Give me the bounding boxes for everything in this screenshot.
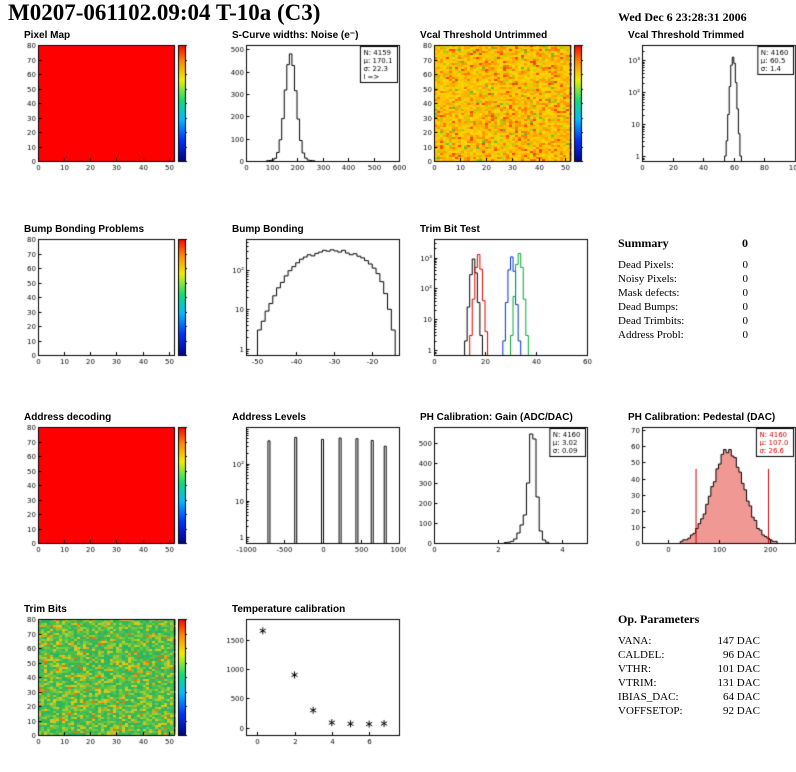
trim-bit-test-title: Trim Bit Test	[420, 224, 480, 235]
op-parameter-label: VOFFSETOP:	[618, 705, 683, 717]
bump-problems-panel: Bump Bonding Problems	[14, 224, 198, 368]
address-levels-panel: Address Levels	[222, 412, 406, 556]
summary-row-value: 0	[742, 287, 749, 299]
address-decoding-title: Address decoding	[24, 412, 112, 423]
summary-total: 0	[742, 236, 748, 250]
op-parameter-value: 101 DAC	[717, 663, 760, 675]
address-decoding-panel: Address decoding	[14, 412, 198, 556]
page-title: M0207-061102.09:04 T-10a (C3)	[8, 0, 321, 25]
pixel-map-title: Pixel Map	[24, 30, 71, 41]
summary-row-label: Dead Pixels:	[618, 259, 674, 271]
op-parameter-value: 147 DAC	[717, 635, 760, 647]
summary-row-value: 0	[742, 315, 749, 327]
vcal-untrimmed-chart	[410, 42, 594, 174]
op-parameter-label: CALDEL:	[618, 649, 665, 661]
op-parameter-row: VANA: 147 DAC	[618, 634, 760, 648]
summary-row-label: Dead Bumps:	[618, 301, 679, 313]
bump-bonding-chart	[222, 236, 406, 368]
summary-row: Address Probl: 0	[618, 328, 748, 342]
op-parameter-value: 92 DAC	[723, 705, 760, 717]
op-parameters-title: Op. Parameters	[618, 612, 700, 626]
vcal-untrimmed-panel: Vcal Threshold Untrimmed	[410, 30, 594, 174]
address-decoding-chart	[14, 424, 198, 556]
vcal-trimmed-panel: Vcal Threshold Trimmed	[618, 30, 796, 174]
vcal-untrimmed-title: Vcal Threshold Untrimmed	[420, 30, 548, 41]
trim-bit-test-panel: Trim Bit Test	[410, 224, 594, 368]
bump-problems-title: Bump Bonding Problems	[24, 224, 144, 235]
trim-bits-chart	[14, 616, 198, 748]
summary-row: Dead Bumps: 0	[618, 300, 748, 314]
temperature-calibration-title: Temperature calibration	[232, 604, 346, 615]
ph-pedestal-panel: PH Calibration: Pedestal (DAC)	[618, 412, 796, 556]
op-parameter-label: VTRIM:	[618, 677, 657, 689]
timestamp: Wed Dec 6 23:28:31 2006	[618, 10, 747, 24]
op-parameter-row: VTRIM: 131 DAC	[618, 676, 760, 690]
op-parameter-label: IBIAS_DAC:	[618, 691, 679, 703]
op-parameter-label: VANA:	[618, 635, 652, 647]
op-parameter-row: VTHR: 101 DAC	[618, 662, 760, 676]
summary-row: Dead Pixels: 0	[618, 258, 748, 272]
trim-bit-test-chart	[410, 236, 594, 368]
op-parameter-row: CALDEL: 96 DAC	[618, 648, 760, 662]
op-parameter-value: 96 DAC	[723, 649, 760, 661]
op-parameters-header: Op. Parameters	[618, 612, 760, 627]
summary-panel: Summary 0 Dead Pixels: 0 Noisy Pixels: 0…	[618, 236, 748, 342]
summary-row-label: Mask defects:	[618, 287, 680, 299]
ph-pedestal-chart	[618, 424, 796, 556]
summary-row-value: 0	[742, 273, 749, 285]
vcal-trimmed-title: Vcal Threshold Trimmed	[628, 30, 745, 41]
scurve-noise-panel: S-Curve widths: Noise (e⁻)	[222, 30, 406, 174]
bump-bonding-panel: Bump Bonding	[222, 224, 406, 368]
summary-row-value: 0	[742, 259, 749, 271]
op-parameters-panel: Op. Parameters VANA: 147 DAC CALDEL: 96 …	[618, 612, 760, 718]
vcal-trimmed-chart	[618, 42, 796, 174]
op-parameter-value: 131 DAC	[717, 677, 760, 689]
summary-row-label: Noisy Pixels:	[618, 273, 677, 285]
summary-row-value: 0	[742, 329, 749, 341]
trim-bits-panel: Trim Bits	[14, 604, 198, 748]
op-parameter-value: 64 DAC	[723, 691, 760, 703]
address-levels-title: Address Levels	[232, 412, 306, 423]
trim-bits-title: Trim Bits	[24, 604, 67, 615]
temperature-calibration-panel: Temperature calibration	[222, 604, 406, 748]
summary-header: Summary 0	[618, 236, 748, 251]
op-parameter-row: VOFFSETOP: 92 DAC	[618, 704, 760, 718]
ph-gain-chart	[410, 424, 594, 556]
address-levels-chart	[222, 424, 406, 556]
pixel-map-panel: Pixel Map	[14, 30, 198, 174]
bump-problems-chart	[14, 236, 198, 368]
summary-title: Summary	[618, 236, 669, 250]
temperature-calibration-chart	[222, 616, 406, 748]
summary-row-label: Dead Trimbits:	[618, 315, 685, 327]
op-parameter-label: VTHR:	[618, 663, 651, 675]
scurve-noise-title: S-Curve widths: Noise (e⁻)	[232, 30, 359, 41]
ph-gain-title: PH Calibration: Gain (ADC/DAC)	[420, 412, 573, 423]
op-parameter-row: IBIAS_DAC: 64 DAC	[618, 690, 760, 704]
summary-row-value: 0	[742, 301, 749, 313]
scurve-noise-chart	[222, 42, 406, 174]
bump-bonding-title: Bump Bonding	[232, 224, 304, 235]
pixel-map-chart	[14, 42, 198, 174]
ph-pedestal-title: PH Calibration: Pedestal (DAC)	[628, 412, 776, 423]
summary-row-label: Address Probl:	[618, 329, 684, 341]
summary-row: Mask defects: 0	[618, 286, 748, 300]
summary-row: Dead Trimbits: 0	[618, 314, 748, 328]
ph-gain-panel: PH Calibration: Gain (ADC/DAC)	[410, 412, 594, 556]
summary-row: Noisy Pixels: 0	[618, 272, 748, 286]
